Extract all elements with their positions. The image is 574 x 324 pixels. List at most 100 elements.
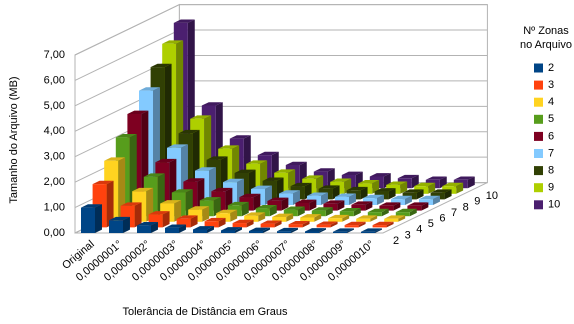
bar-top (288, 220, 310, 225)
legend-label: 9 (548, 182, 554, 194)
bar-top (367, 208, 389, 213)
bar (204, 217, 226, 228)
bar-side (386, 221, 394, 228)
bar-top (239, 193, 261, 198)
bar-front (204, 221, 219, 228)
bar (193, 226, 214, 233)
bar-top (92, 180, 114, 185)
bar-top (223, 178, 244, 183)
bar-side (381, 208, 389, 217)
bar-side (241, 201, 249, 217)
bar-top (204, 217, 226, 222)
bar-top (255, 204, 277, 209)
bar-top (234, 169, 256, 173)
bar (109, 216, 130, 233)
bar-front (367, 212, 382, 217)
bar-top (127, 110, 149, 114)
bar-top (206, 156, 228, 160)
bar-front (81, 207, 95, 233)
legend-title: no Arquivo (520, 39, 572, 51)
bar (272, 213, 294, 222)
bar-front (328, 218, 343, 222)
bar-front (260, 223, 275, 228)
bar-front (361, 231, 375, 233)
bar-side (213, 197, 221, 217)
bar-front (344, 225, 359, 228)
bar (137, 222, 158, 233)
bar (316, 221, 338, 228)
bar-side (416, 189, 424, 200)
bar-top (369, 173, 391, 177)
bar-side (409, 208, 417, 217)
z-tick-label: 7 (451, 207, 457, 219)
bar-top (397, 174, 419, 179)
legend-label: 8 (548, 165, 554, 177)
bar-top (229, 135, 251, 139)
bar-side (375, 228, 382, 233)
bar-side (179, 224, 186, 233)
bar-top (414, 182, 436, 187)
bar-top (290, 182, 312, 187)
bar (344, 221, 366, 228)
bar-side (388, 188, 396, 200)
y-tick-label: 7,00 (44, 49, 65, 61)
bar-top (318, 185, 340, 189)
bar-top (260, 220, 282, 224)
bar-side (95, 204, 102, 233)
bar-side (467, 176, 475, 189)
bar-side (421, 202, 429, 211)
bar-front (137, 225, 151, 233)
bar (407, 202, 429, 211)
bar-top (386, 181, 408, 185)
bar-front (300, 217, 315, 222)
bar-side (202, 206, 210, 222)
bar-side (365, 201, 373, 211)
bar-side (258, 212, 266, 222)
bar-top (195, 167, 216, 171)
bar-top (339, 208, 361, 212)
bar-side (297, 206, 305, 217)
bar (372, 221, 394, 228)
bar-side (269, 204, 277, 217)
bar-top (216, 209, 238, 214)
bar-side (337, 200, 345, 211)
bar-side (218, 217, 226, 228)
bar-side (377, 194, 384, 205)
bar (300, 214, 322, 222)
bar-top (109, 216, 130, 221)
y-axis-title: Tamanho do Arquivo (MB) (8, 76, 20, 203)
bar-top (120, 202, 142, 206)
bar-top (333, 228, 354, 232)
y-tick-label: 5,00 (44, 100, 65, 112)
bar-top (323, 200, 345, 204)
bar-front (384, 218, 399, 222)
bar-top (165, 224, 186, 228)
bar-side (314, 214, 322, 222)
bar-top (346, 186, 368, 191)
bar-top (211, 187, 233, 192)
legend-label: 7 (548, 147, 554, 159)
bar (216, 209, 238, 222)
bar-front (372, 225, 387, 228)
bar-top (341, 171, 363, 175)
bar-top (176, 215, 198, 219)
bar-side (347, 228, 354, 233)
bar-side (353, 208, 361, 217)
bar-front (288, 224, 303, 228)
bar-top (173, 19, 195, 23)
bar-side (230, 209, 238, 222)
legend-label: 5 (548, 113, 554, 125)
legend-label: 10 (548, 199, 560, 211)
bar-top (155, 158, 177, 163)
bar-side (370, 215, 378, 222)
bar-top (311, 207, 333, 211)
bar-front (277, 231, 291, 233)
bar-side (444, 189, 452, 200)
bar-top (244, 212, 266, 216)
bar-front (193, 229, 207, 233)
z-tick-label: 5 (428, 218, 434, 230)
bar-top (285, 161, 307, 166)
y-tick-label: 3,00 (44, 151, 65, 163)
bar-top (330, 178, 352, 182)
y-tick-label: 4,00 (44, 125, 65, 137)
